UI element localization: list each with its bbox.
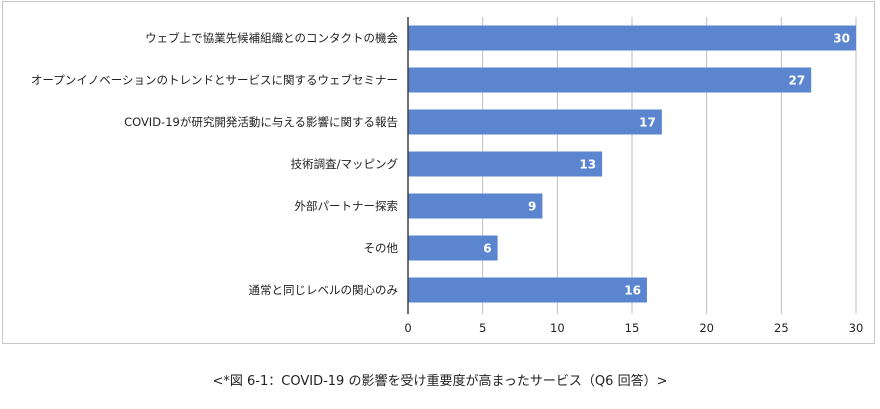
bar (408, 193, 543, 219)
category-label: ウェブ上で協業先候補組織とのコンタクトの機会 (145, 31, 398, 45)
x-tick-label: 25 (774, 321, 789, 335)
category-label: オープンイノベーションのトレンドとサービスに関するウェブセミナー (31, 73, 398, 87)
x-tick-label: 10 (550, 321, 565, 335)
data-label: 16 (624, 284, 641, 298)
bar-chart: 30 ウェブ上で協業先候補組織とのコンタクトの機会 27 オープンイノベーションのトレ… (31, 17, 864, 335)
x-tick-label: 30 (849, 321, 864, 335)
bar (408, 277, 647, 303)
data-label: 6 (483, 242, 491, 256)
category-label: 通常と同じレベルの関心のみ (249, 283, 399, 297)
category-label: COVID-19が研究開発活動に与える影響に関する報告 (124, 115, 398, 129)
category-label: 外部パートナー探索 (295, 199, 399, 213)
bar (408, 25, 856, 51)
category-label: 技術調査/マッピング (291, 157, 399, 171)
data-label: 13 (579, 158, 596, 172)
bar (408, 235, 498, 261)
x-tick-label: 20 (699, 321, 714, 335)
data-label: 27 (788, 74, 805, 88)
bar (408, 67, 812, 93)
category-label: その他 (364, 241, 399, 255)
data-label: 17 (639, 116, 656, 130)
data-label: 9 (528, 200, 536, 214)
bar (408, 109, 662, 135)
x-tick-label: 0 (404, 321, 411, 335)
x-tick-label: 5 (479, 321, 486, 335)
chart-frame: 30 ウェブ上で協業先候補組織とのコンタクトの機会 27 オープンイノベーションのトレ… (2, 1, 875, 344)
data-label: 30 (833, 32, 850, 46)
x-tick-label: 15 (625, 321, 640, 335)
bar (408, 151, 603, 177)
figure-caption: <*図 6-1：COVID-19 の影響を受け重要度が高まったサービス（Q6 回… (212, 374, 668, 389)
